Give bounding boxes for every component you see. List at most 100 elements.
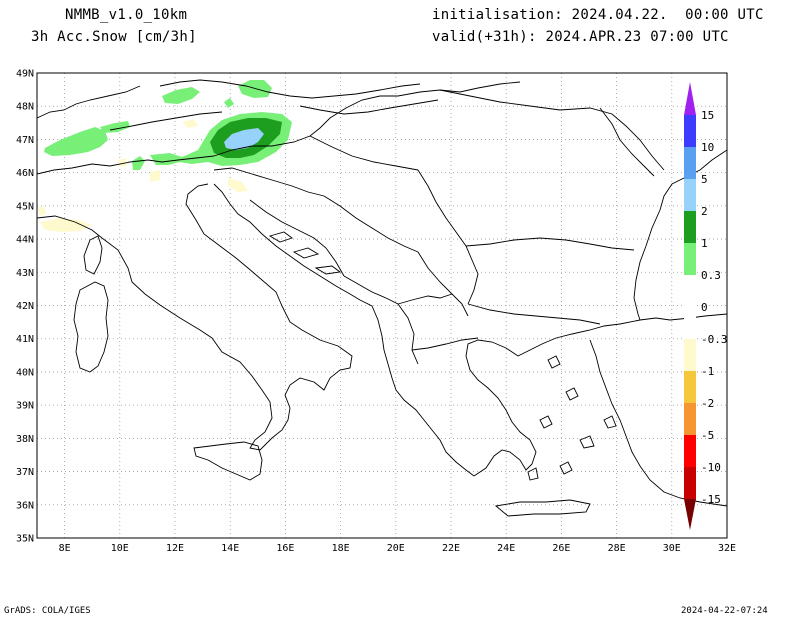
lat-label: 38N [16, 434, 34, 445]
melt-area-5 [38, 206, 46, 216]
border-bulgaria-north [465, 237, 635, 251]
colorbar-over-arrow [684, 82, 696, 115]
colorbar-label: 0.3 [701, 269, 721, 282]
colorbar-c-5-10 [684, 147, 696, 179]
border-serbia-east [417, 169, 479, 305]
coastline-balkans [213, 183, 475, 477]
melt-area-1 [40, 218, 92, 232]
model-name: NMMB_v1.0_10km [65, 7, 188, 23]
colorbar-c-n10-n5 [684, 467, 696, 499]
lat-label: 49N [16, 69, 34, 80]
colorbar-label: -10 [701, 461, 721, 474]
border-slovenia-croatia [213, 167, 325, 197]
snow-area-north-c [224, 98, 234, 108]
coastline-turkey [619, 313, 727, 325]
lat-label: 36N [16, 500, 34, 511]
lon-label: 22E [442, 543, 460, 554]
colorbar-c-10-15 [684, 115, 696, 147]
lat-label: 44N [16, 235, 34, 246]
colorbar-c-n1-n03 [684, 371, 696, 403]
lat-label: 47N [16, 135, 34, 146]
border-kosovo [397, 293, 453, 305]
border-romania-ukraine [439, 89, 665, 171]
coastline-north-west [37, 85, 141, 119]
island-2 [565, 387, 579, 401]
border-austria-hungary [213, 81, 521, 157]
colorbar-label: -5 [701, 429, 714, 442]
coastline-sicily [193, 441, 263, 481]
colorbar-c-n2-n1 [684, 403, 696, 435]
border-czech [159, 79, 313, 99]
border-montenegro-albania [343, 275, 419, 365]
melt-area-3 [182, 119, 198, 128]
island-1 [547, 355, 561, 369]
colorbar-labels: 15 10 5 2 1 0.3 0 -0.3 -1 -2 -5 -10 -15 [701, 109, 728, 506]
lon-label: 8E [59, 543, 71, 554]
colorbar-c-03-1 [684, 243, 696, 275]
graticule [37, 73, 727, 538]
island-3 [539, 415, 553, 429]
coastline-sardinia [73, 281, 109, 373]
coastlines-borders [37, 79, 727, 517]
colorbar-label: 1 [701, 237, 708, 250]
colorbar-under-arrow [684, 499, 696, 530]
border-moldova [599, 107, 655, 177]
colorbar-c-2-5 [684, 179, 696, 211]
colorbar-c-n03-0 [684, 339, 696, 371]
colorbar-label: 10 [701, 141, 714, 154]
lon-label: 32E [718, 543, 736, 554]
coastline-anatolia-west [589, 339, 727, 507]
coastline-black-sea [633, 149, 727, 321]
border-serbia [323, 195, 419, 253]
variable-name: 3h Acc.Snow [cm/3h] [31, 29, 197, 45]
melt-area-6 [118, 158, 127, 167]
colorbar-c-0 [684, 275, 696, 339]
island-5 [527, 467, 539, 481]
valid-time: valid(+31h): 2024.APR.23 07:00 UTC [432, 29, 729, 45]
lon-label: 18E [332, 543, 350, 554]
snow-area-northwest-c [132, 156, 145, 170]
lon-label: 26E [552, 543, 570, 554]
lat-label: 43N [16, 268, 34, 279]
border-greece-north [411, 337, 479, 351]
island-dalmatia-3 [314, 265, 342, 275]
border-slovakia [299, 99, 439, 115]
snow-area-alps-core [224, 128, 264, 150]
lat-label: 48N [16, 102, 34, 113]
colorbar-label: 0 [701, 301, 708, 314]
border-bulgaria-south [467, 303, 601, 325]
snow-area-north-a [162, 87, 200, 104]
colorbar-label: 15 [701, 109, 714, 122]
melt-area-2 [228, 178, 248, 192]
lat-label: 42N [16, 301, 34, 312]
border-macedonia [417, 251, 469, 317]
snow-area-northwest [44, 127, 108, 156]
lat-label: 37N [16, 467, 34, 478]
coastline-italy [37, 183, 353, 451]
colorbar-label: 5 [701, 173, 708, 186]
lon-label: 30E [663, 543, 681, 554]
colorbar-label: 2 [701, 205, 708, 218]
coastline-corsica [83, 235, 103, 275]
latitude-labels: 49N 48N 47N 46N 45N 44N 43N 42N 41N 40N 39N 38N 37N 3… [16, 69, 34, 545]
colorbar-label: -15 [701, 493, 721, 506]
colorbar: 15 10 5 2 1 0.3 0 -0.3 -1 -2 -5 -10 -15 [684, 82, 728, 530]
software-credit: GrADS: COLA/IGES [4, 606, 91, 616]
longitude-labels: 8E 10E 12E 14E 16E 18E 20E 22E 24E 26E 28E 30E 32E [59, 543, 736, 554]
lon-label: 20E [387, 543, 405, 554]
snow-area-north-b [238, 80, 272, 98]
lon-label: 10E [111, 543, 129, 554]
lat-label: 39N [16, 401, 34, 412]
lon-label: 28E [608, 543, 626, 554]
border-poland [311, 83, 421, 99]
lon-label: 12E [166, 543, 184, 554]
lon-label: 24E [497, 543, 515, 554]
colorbar-c-1-2 [684, 211, 696, 243]
lon-label: 14E [221, 543, 239, 554]
lat-label: 46N [16, 168, 34, 179]
colorbar-c-n5-n2 [684, 435, 696, 467]
island-dalmatia-1 [268, 231, 293, 243]
colorbar-label: -2 [701, 397, 714, 410]
border-alps [37, 155, 215, 175]
island-6 [559, 461, 573, 475]
